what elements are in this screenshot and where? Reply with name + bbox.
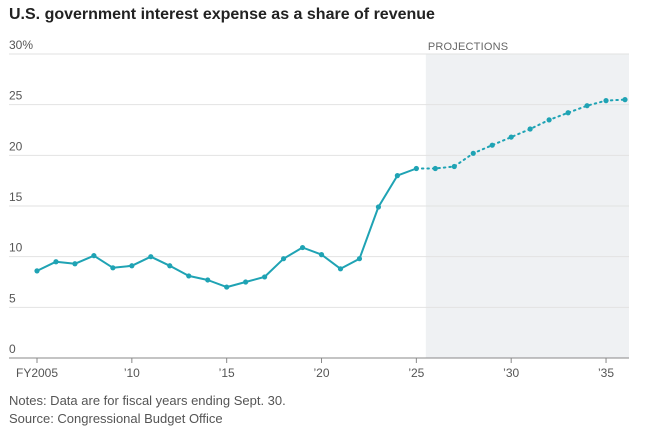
x-tick-label: FY2005 <box>16 366 58 380</box>
actual-data-point <box>243 279 249 285</box>
actual-data-point <box>186 273 192 279</box>
projected-data-point <box>489 142 495 148</box>
y-tick-label: 30% <box>9 38 33 52</box>
actual-series-line <box>36 167 418 289</box>
projected-data-point <box>584 103 590 109</box>
actual-data-point <box>110 265 116 271</box>
chart-title: U.S. government interest expense as a sh… <box>9 6 435 23</box>
y-tick-label: 5 <box>9 291 16 305</box>
projected-data-point <box>603 98 609 104</box>
actual-data-point <box>413 165 419 172</box>
y-tick-label: 0 <box>9 342 16 356</box>
actual-data-point <box>356 256 363 262</box>
actual-data-point <box>337 266 344 272</box>
y-tick-label: 10 <box>9 241 23 255</box>
projected-series-line <box>415 98 626 170</box>
x-tick-label: ’20 <box>314 366 330 380</box>
actual-data-point <box>53 259 59 265</box>
x-tick-label: ’30 <box>503 366 519 380</box>
actual-data-point <box>148 254 154 260</box>
actual-data-point <box>262 274 268 280</box>
source-text: Source: Congressional Budget Office <box>9 411 223 426</box>
actual-data-point <box>394 173 400 179</box>
y-tick-label: 15 <box>9 190 23 204</box>
projected-data-point <box>527 126 533 132</box>
projected-data-point <box>508 134 514 140</box>
projected-data-point <box>565 110 571 116</box>
actual-data-point <box>280 256 287 262</box>
actual-data-point <box>34 268 40 274</box>
actual-data-point <box>72 261 78 267</box>
projected-data-point <box>470 150 476 156</box>
actual-data-point <box>129 263 135 269</box>
actual-data-point <box>91 253 97 259</box>
x-tick-label: ’15 <box>219 366 235 380</box>
projected-data-point <box>546 117 552 123</box>
y-tick-label: 20 <box>9 139 23 153</box>
projected-data-point <box>432 165 438 172</box>
projected-data-point <box>622 97 628 103</box>
x-tick-label: ’10 <box>124 366 140 380</box>
projection-label: PROJECTIONS <box>428 41 508 53</box>
actual-data-point <box>318 252 325 258</box>
y-tick-label: 25 <box>9 89 23 103</box>
actual-data-point <box>375 204 382 210</box>
actual-data-point <box>167 263 173 269</box>
actual-data-point <box>224 284 230 290</box>
x-tick-label: ’35 <box>598 366 614 380</box>
x-tick-label: ’25 <box>408 366 424 380</box>
actual-data-point <box>299 244 306 251</box>
projected-data-point <box>451 163 457 170</box>
notes-text: Notes: Data are for fiscal years ending … <box>9 393 286 408</box>
actual-data-point <box>205 277 211 283</box>
